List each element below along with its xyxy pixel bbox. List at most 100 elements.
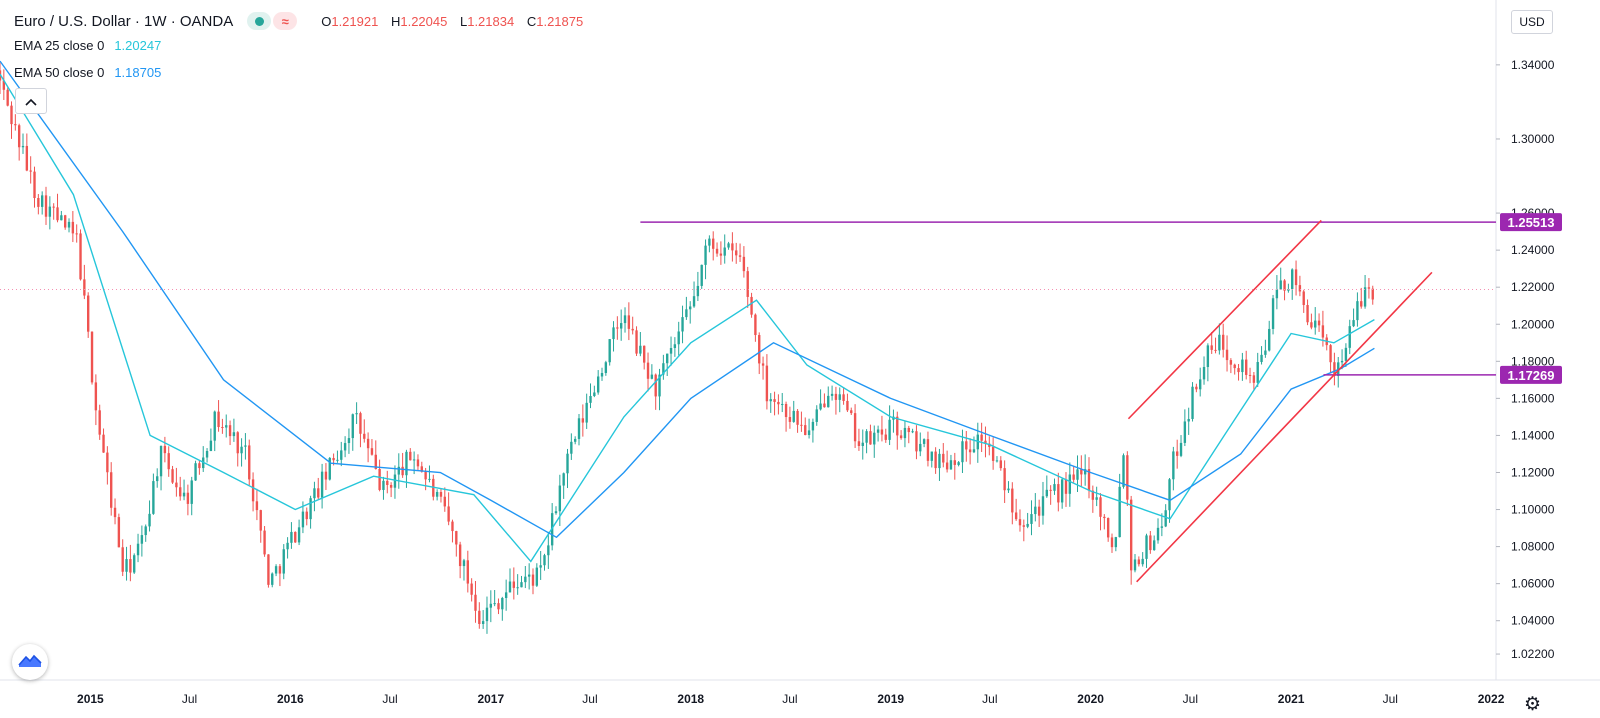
channel-trendline bbox=[1136, 271, 1433, 583]
candle-body bbox=[700, 264, 703, 286]
ema50-legend[interactable]: EMA 50 close 0 1.18705 bbox=[14, 65, 162, 80]
candle-body bbox=[527, 574, 531, 577]
candle-body bbox=[1137, 559, 1141, 565]
candle-body bbox=[758, 335, 761, 364]
candle-body bbox=[623, 315, 627, 324]
candle-body bbox=[815, 409, 818, 422]
candle-body bbox=[957, 462, 960, 465]
candle-body bbox=[823, 403, 826, 408]
candle-body bbox=[451, 521, 454, 532]
price-tick-label: 1.22000 bbox=[1511, 280, 1555, 294]
symbol-title[interactable]: Euro / U.S. Dollar · 1W · OANDA bbox=[14, 12, 234, 30]
candle-body bbox=[838, 394, 841, 400]
channel-trendline bbox=[1127, 219, 1322, 420]
candle-body bbox=[71, 221, 75, 234]
candle-body bbox=[1229, 360, 1233, 365]
chevron-up-icon bbox=[25, 94, 37, 109]
candle-body bbox=[1041, 496, 1045, 516]
candle-body bbox=[1248, 374, 1252, 376]
candle-body bbox=[401, 466, 404, 476]
candle-body bbox=[175, 482, 178, 488]
candle-body bbox=[589, 396, 592, 403]
candle-body bbox=[570, 441, 573, 454]
candle-body bbox=[784, 403, 788, 418]
ema25-line bbox=[0, 73, 1375, 563]
candle-body bbox=[1160, 526, 1164, 528]
candle-body bbox=[286, 542, 289, 550]
candle-body bbox=[1214, 349, 1217, 351]
market-status-icon[interactable] bbox=[247, 12, 272, 30]
candle-body bbox=[1091, 490, 1095, 500]
candle-body bbox=[1329, 345, 1332, 363]
candle-body bbox=[412, 459, 416, 461]
candle-body bbox=[1233, 364, 1236, 369]
data-delay-icon[interactable]: ≈ bbox=[273, 12, 298, 30]
candle-body bbox=[117, 517, 121, 548]
candle-body bbox=[324, 471, 328, 480]
candle-body bbox=[876, 429, 880, 433]
candle-body bbox=[60, 215, 63, 221]
candle-body bbox=[869, 431, 872, 445]
candle-body bbox=[512, 581, 516, 588]
open-value: 1.21921 bbox=[331, 13, 379, 29]
candle-body bbox=[558, 485, 562, 512]
currency-button[interactable]: USD bbox=[1511, 10, 1553, 34]
candle-body bbox=[765, 365, 769, 402]
candle-body bbox=[1156, 527, 1160, 541]
candle-body bbox=[1034, 506, 1037, 515]
candle-body bbox=[1321, 325, 1325, 338]
candle-body bbox=[90, 331, 94, 383]
candle-body bbox=[899, 435, 903, 439]
candle-body bbox=[255, 501, 259, 511]
candle-body bbox=[1114, 537, 1118, 548]
candle-body bbox=[681, 317, 684, 332]
candle-body bbox=[1183, 421, 1187, 443]
candle-body bbox=[121, 547, 124, 572]
candle-body bbox=[481, 621, 485, 624]
candle-body bbox=[167, 453, 170, 470]
candle-body bbox=[1011, 488, 1014, 513]
price-tick-label: 1.04000 bbox=[1511, 614, 1555, 628]
candle-body bbox=[696, 285, 700, 297]
candle-body bbox=[972, 449, 976, 453]
candle-body bbox=[689, 306, 692, 310]
candle-body bbox=[94, 382, 98, 411]
candle-body bbox=[340, 450, 343, 460]
candle-body bbox=[347, 438, 351, 444]
candle-body bbox=[1149, 535, 1152, 551]
candle-body bbox=[485, 607, 489, 622]
candle-body bbox=[297, 527, 301, 543]
candle-body bbox=[1118, 486, 1121, 538]
candle-body bbox=[236, 432, 239, 454]
candle-body bbox=[792, 410, 795, 422]
ema25-legend[interactable]: EMA 25 close 0 1.20247 bbox=[14, 38, 162, 53]
candle-body bbox=[800, 424, 803, 426]
candle-body bbox=[1363, 287, 1367, 307]
candle-body bbox=[397, 466, 400, 475]
legend-collapse-button[interactable] bbox=[15, 88, 47, 114]
candle-body bbox=[1333, 362, 1336, 376]
ema25-value: 1.20247 bbox=[114, 38, 162, 53]
candle-body bbox=[144, 526, 147, 536]
candle-body bbox=[48, 206, 52, 217]
candle-body bbox=[374, 454, 377, 470]
candle-body bbox=[949, 460, 953, 470]
candle-body bbox=[205, 451, 209, 458]
candle-body bbox=[198, 463, 201, 469]
candle-body bbox=[1344, 347, 1348, 361]
settings-gear-icon[interactable]: ⚙ bbox=[1524, 694, 1542, 715]
candle-body bbox=[10, 105, 13, 125]
candle-body bbox=[999, 460, 1002, 469]
candle-body bbox=[573, 438, 577, 442]
candle-body bbox=[194, 463, 197, 481]
candle-body bbox=[263, 530, 266, 555]
candle-body bbox=[267, 554, 270, 585]
tradingview-logo-button[interactable] bbox=[12, 644, 48, 680]
candle-body bbox=[1264, 350, 1267, 355]
candle-body bbox=[1340, 360, 1344, 363]
candle-body bbox=[497, 603, 500, 610]
tradingview-logo-icon bbox=[18, 652, 42, 673]
candle-body bbox=[213, 411, 216, 441]
candle-body bbox=[850, 410, 853, 414]
